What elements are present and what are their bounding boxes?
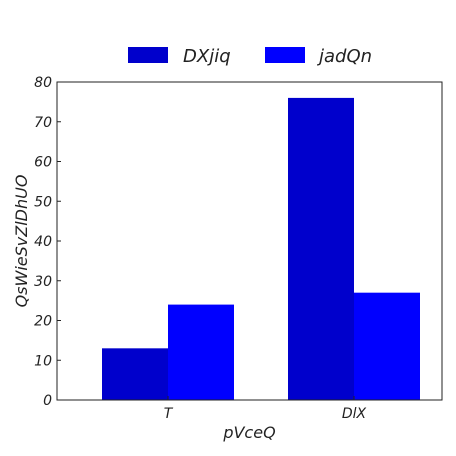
x-axis-label: pVceQ <box>222 423 275 442</box>
bar-DXjiq-DlX <box>288 97 354 401</box>
legend: DXjiq jadQn <box>128 46 372 67</box>
bar-DXjiq-T <box>102 348 168 400</box>
plot-frame <box>56 81 443 401</box>
legend-swatch-series-0 <box>128 47 168 63</box>
y-tick-label: 10 <box>34 353 52 369</box>
y-tick-label: 80 <box>34 75 52 91</box>
y-tick-label: 40 <box>34 234 52 250</box>
y-tick-label: 0 <box>43 393 52 409</box>
legend-swatch-series-1 <box>265 47 305 63</box>
bar-jadQn-T <box>168 304 234 400</box>
legend-label-series-1: jadQn <box>316 46 372 67</box>
y-tick-label: 20 <box>34 314 52 330</box>
y-axis-label: QsWieSvZlDhUO <box>12 175 31 308</box>
bar-jadQn-DlX <box>354 292 420 400</box>
y-axis-ticks: 0 10 20 30 40 50 60 70 80 <box>34 75 61 409</box>
legend-label-series-0: DXjiq <box>183 46 231 67</box>
y-tick-label: 60 <box>34 155 52 171</box>
bars-group <box>102 97 420 401</box>
y-tick-label: 70 <box>34 115 52 131</box>
x-tick-label: DlX <box>342 406 367 422</box>
x-tick-label: T <box>164 406 174 422</box>
x-axis-ticks: T DlX <box>164 396 367 422</box>
y-tick-label: 50 <box>34 194 52 210</box>
y-tick-label: 30 <box>34 274 52 290</box>
